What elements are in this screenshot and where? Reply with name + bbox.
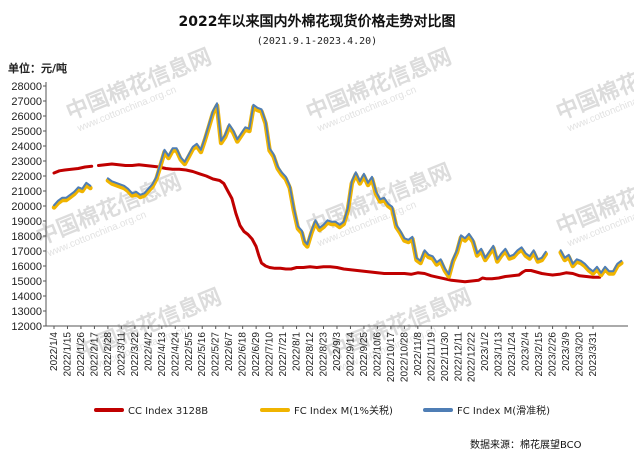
x-tick-label: 2022/12/11	[453, 332, 464, 382]
series-line	[53, 181, 92, 207]
x-tick-label: 2023/3/31	[588, 332, 599, 377]
x-tick-label: 2022/5/16	[197, 332, 208, 377]
x-tick-label: 2023/2/15	[534, 332, 545, 377]
data-source-note: 数据来源：棉花展望BCO	[470, 438, 582, 451]
x-tick-label: 2023/3/20	[575, 332, 586, 377]
x-tick-label: 2022/9/25	[359, 332, 370, 377]
x-tick-label: 2022/10/28	[399, 332, 410, 382]
x-tick-label: 2022/4/24	[170, 332, 181, 377]
y-tick-label: 15000	[11, 276, 42, 288]
x-tick-label: 2022/5/27	[211, 332, 222, 377]
legend-label: FC Index M(1%关税)	[294, 404, 393, 417]
x-tick-label: 2022/6/18	[238, 332, 249, 377]
y-tick-label: 20000	[11, 201, 42, 213]
x-tick-label: 2022/9/14	[345, 332, 356, 377]
x-tick-label: 2022/10/6	[372, 332, 383, 377]
x-tick-label: 2022/8/1	[292, 332, 303, 371]
x-tick-label: 2022/1/26	[76, 332, 87, 377]
x-tick-label: 2022/3/22	[130, 332, 141, 377]
y-tick-label: 16000	[11, 261, 42, 273]
x-tick-label: 2022/11/8	[413, 332, 424, 376]
x-tick-label: 2023/2/4	[521, 332, 532, 371]
x-tick-label: 2023/1/2	[480, 332, 491, 371]
legend-label: FC Index M(滑准税)	[457, 404, 550, 417]
series-line	[52, 164, 94, 175]
x-tick-label: 2022/1/15	[62, 332, 73, 377]
legend: CC Index 3128B FC Index M(1%关税) FC Index M…	[94, 404, 550, 417]
series-layer	[51, 102, 624, 284]
series-line	[559, 249, 623, 274]
chart-title: 2022年以来国内外棉花现货价格走势对比图	[179, 13, 456, 30]
series-line	[97, 162, 602, 284]
x-tick-label: 2023/3/9	[561, 332, 572, 371]
y-tick-label: 25000	[11, 126, 42, 138]
y-tick-label: 28000	[11, 81, 42, 93]
x-tick-label: 2022/2/28	[103, 332, 114, 377]
axes: 12000 13000 14000 15000 16000 17000 18000 19000…	[11, 81, 628, 382]
x-tick-label: 2023/1/24	[507, 332, 518, 377]
y-tick-label: 27000	[11, 96, 42, 108]
x-tick-label: 2023/2/26	[548, 332, 559, 377]
y-tick-label: 26000	[11, 111, 42, 123]
x-tick-label: 2023/1/13	[494, 332, 505, 377]
x-tick-label: 2022/11/19	[426, 332, 437, 382]
x-tick-label: 2022/1/4	[49, 332, 60, 371]
x-tick-label: 2022/12/22	[467, 332, 478, 382]
x-tick-label: 2022/6/7	[224, 332, 235, 371]
x-tick-label: 2022/10/17	[386, 332, 397, 382]
x-tick-label: 2022/4/2	[143, 332, 154, 371]
y-tick-label: 23000	[11, 156, 42, 168]
x-tick-label: 2022/3/11	[116, 332, 127, 376]
y-tick-label: 12000	[11, 321, 42, 333]
y-axis-unit-label: 单位：元/吨	[8, 61, 67, 75]
x-tick-label: 2022/5/5	[184, 332, 195, 371]
y-tick-label: 13000	[11, 306, 42, 318]
y-tick-label: 18000	[11, 231, 42, 243]
y-tick-label: 17000	[11, 246, 42, 258]
y-tick-label: 22000	[11, 171, 42, 183]
x-tick-label: 2022/8/23	[319, 332, 330, 377]
x-tick-label: 2022/7/21	[278, 332, 289, 377]
series-line	[106, 102, 547, 276]
series-line	[51, 182, 93, 210]
x-tick-label: 2022/11/30	[440, 332, 451, 382]
x-tick-label: 2022/8/12	[305, 332, 316, 377]
y-tick-label: 14000	[11, 291, 42, 303]
x-tick-label: 2022/2/17	[89, 332, 100, 377]
y-tick-label: 21000	[11, 186, 42, 198]
x-tick-label: 2022/6/29	[251, 332, 262, 377]
x-tick-label: 2022/9/3	[332, 332, 343, 371]
y-tick-label: 19000	[11, 216, 42, 228]
chart-subtitle: (2021.9.1-2023.4.20)	[257, 36, 377, 47]
x-tick-label: 2022/4/13	[157, 332, 168, 377]
legend-label: CC Index 3128B	[128, 406, 208, 417]
y-tick-label: 24000	[11, 141, 42, 153]
x-tick-label: 2022/7/10	[265, 332, 276, 377]
